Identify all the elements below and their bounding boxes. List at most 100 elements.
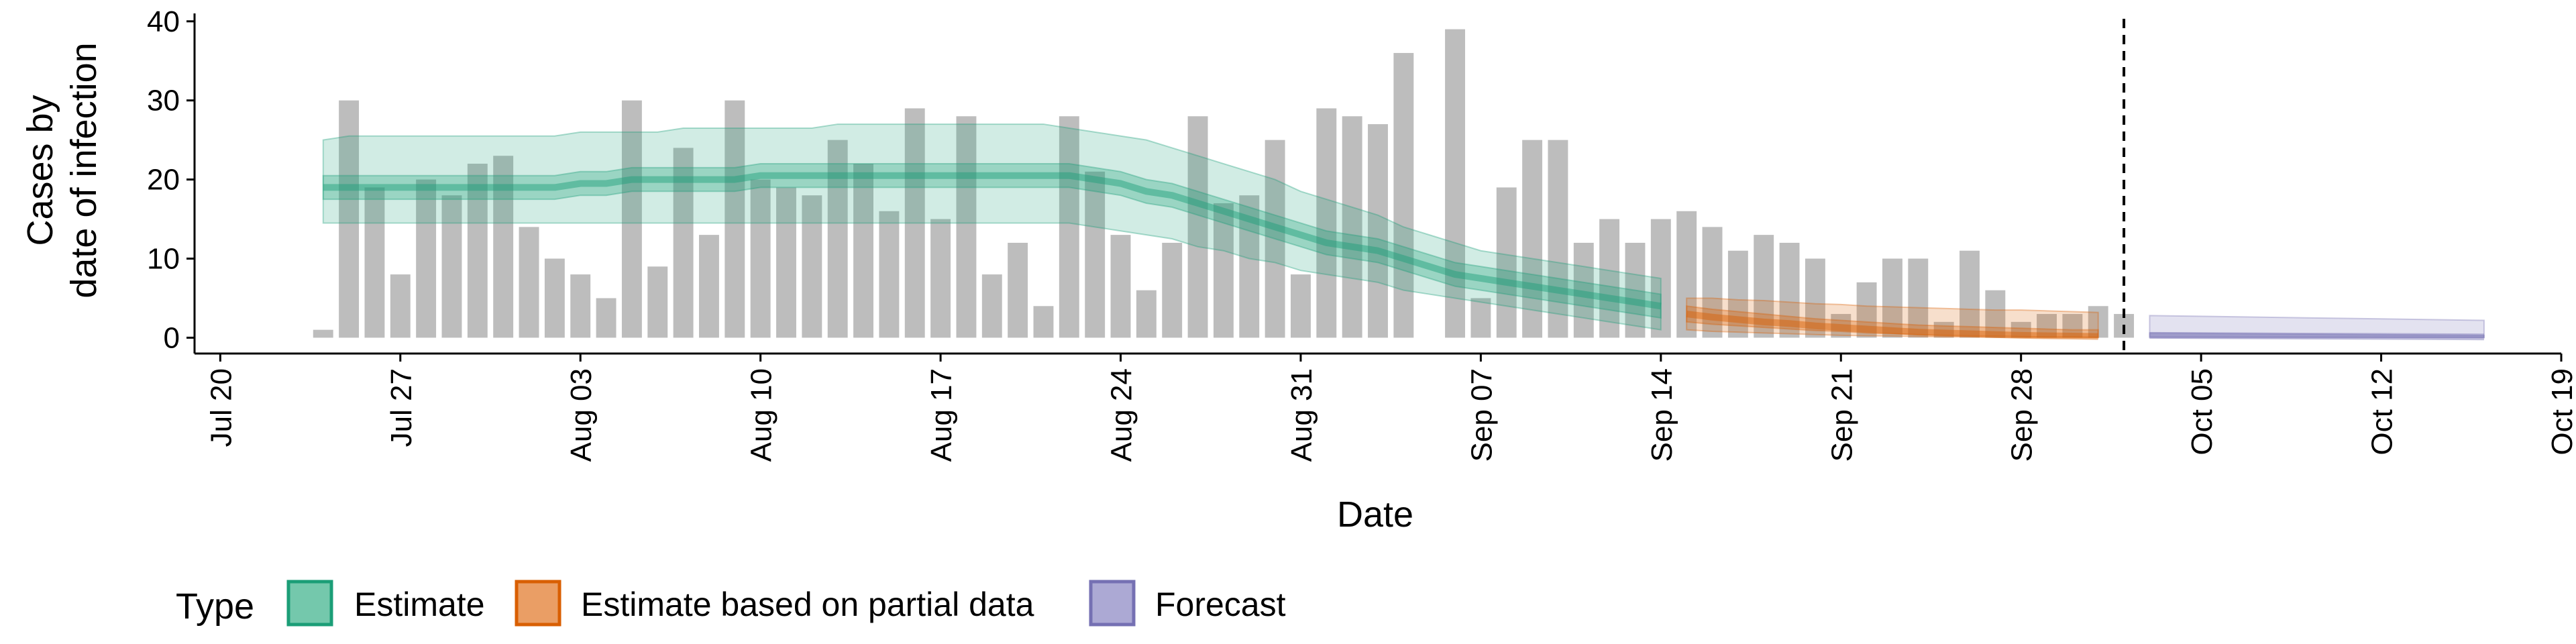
legend-title: Type [176, 586, 254, 627]
case-bar [339, 100, 360, 338]
x-tick-label: Oct 05 [2186, 368, 2218, 455]
x-tick-label: Aug 10 [745, 368, 778, 462]
x-tick-label: Sep 07 [1465, 368, 1498, 462]
x-tick-label: Aug 24 [1106, 368, 1138, 462]
case-bar [1368, 124, 1388, 338]
case-bar [1599, 219, 1620, 338]
case-bar [596, 298, 616, 338]
x-tick-label: Aug 03 [565, 368, 598, 462]
case-bar [544, 258, 565, 338]
y-axis-title-line-2: date of infection [64, 42, 104, 298]
case-bar [1445, 29, 1465, 338]
case-bar [1882, 258, 1902, 338]
x-tick-label: Oct 12 [2366, 368, 2399, 455]
case-bar [1496, 187, 1517, 338]
case-bar [416, 179, 437, 338]
x-tick-label: Sep 21 [1825, 368, 1858, 462]
y-tick-label: 40 [147, 5, 180, 38]
case-bar [853, 164, 873, 338]
case-bar [750, 179, 771, 338]
case-bar [2010, 321, 2031, 338]
case-bar [1702, 227, 1723, 338]
x-tick-label: Jul 27 [385, 368, 418, 447]
x-axis-title: Date [1337, 494, 1413, 535]
case-bar [1754, 235, 1774, 338]
bars-layer [313, 29, 2135, 338]
case-bar [699, 235, 719, 338]
y-tick-label: 0 [164, 321, 180, 354]
legend-key-partial [515, 580, 561, 627]
estimate-inner-band [322, 163, 1662, 319]
estimate-based-on-partial-data-outer-band [1686, 297, 2099, 339]
estimate-based-on-partial-data-inner-band [1686, 305, 2099, 338]
legend-label-estimate: Estimate [354, 586, 485, 623]
estimate-median-line [323, 172, 1662, 310]
y-axis-title: Cases by date of infection [20, 42, 104, 298]
forecast-outer-band [2149, 315, 2485, 339]
x-tick-label: Aug 31 [1285, 368, 1318, 462]
forecast-median-line [2149, 331, 2484, 341]
case-bar [2088, 306, 2108, 338]
case-bar [1342, 116, 1362, 338]
case-bar [493, 156, 514, 338]
case-bar [673, 148, 694, 338]
case-bar [724, 100, 745, 338]
legend-label-forecast: Forecast [1155, 586, 1286, 623]
case-bar [1008, 242, 1028, 338]
case-bar [879, 211, 900, 338]
legend-key-forecast [1089, 580, 1136, 627]
case-bar [1239, 195, 1260, 338]
case-bar [390, 274, 411, 338]
x-tick-label: Oct 19 [2546, 368, 2576, 455]
case-bar [1265, 140, 1285, 338]
case-bar [1908, 258, 1929, 338]
case-bar [467, 164, 488, 338]
case-bar [776, 187, 796, 338]
case-bar [1085, 171, 1106, 338]
case-bar [1650, 219, 1671, 338]
case-bar [1470, 298, 1491, 338]
case-bar [1316, 108, 1337, 338]
case-bar [1573, 242, 1594, 338]
case-bar [1033, 306, 1054, 338]
case-bar [570, 274, 591, 338]
forecast-inner-band [2149, 332, 2485, 338]
case-bar [621, 100, 642, 338]
case-bar [1522, 140, 1543, 338]
legend-label-partial: Estimate based on partial data [581, 586, 1034, 623]
case-bar [647, 266, 668, 338]
case-bar [1676, 211, 1697, 338]
case-bar [1136, 290, 1157, 338]
case-bar [1059, 116, 1079, 338]
case-bar [1933, 321, 1954, 338]
case-bar [930, 219, 951, 338]
y-tick-label: 20 [147, 164, 180, 197]
estimate-outer-band [322, 123, 1662, 331]
case-bar [1213, 203, 1234, 338]
case-bar [1162, 242, 1183, 338]
case-bar [1831, 314, 1851, 338]
axes-layer: 0 10 20 30 40 Jul 20 Jul 27 Aug 03 Aug 10 Aug 17 A… [147, 5, 2576, 462]
estimate-based-on-partial-data-median-line [1686, 311, 2098, 340]
x-tick-label: Sep 14 [1646, 368, 1678, 462]
case-bar [956, 116, 977, 338]
case-bar [441, 195, 462, 338]
x-tick-label: Aug 17 [925, 368, 958, 462]
case-bar [1779, 242, 1800, 338]
case-bar [1727, 250, 1748, 338]
case-bar [313, 329, 333, 338]
case-bar [1548, 140, 1568, 338]
y-axis-title-line-1: Cases by [20, 95, 60, 246]
case-bar [519, 227, 539, 338]
case-bar [1625, 242, 1646, 338]
case-bar [904, 108, 925, 338]
y-tick-label: 10 [147, 243, 180, 276]
case-bar [364, 187, 385, 338]
case-bar [1393, 52, 1414, 338]
case-bar [2037, 314, 2057, 338]
case-bar [802, 195, 822, 338]
x-tick-label: Sep 28 [2006, 368, 2039, 462]
legend: Type Estimate Estimate based on partial … [176, 580, 1286, 627]
x-tick-label: Jul 20 [205, 368, 237, 447]
